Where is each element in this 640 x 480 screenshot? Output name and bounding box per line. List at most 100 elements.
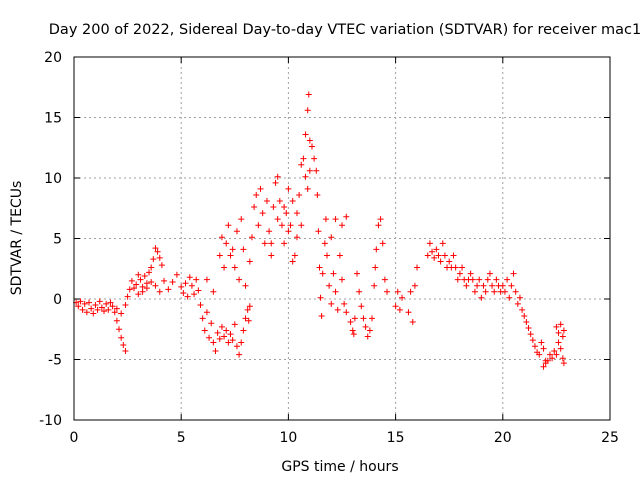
data-point	[278, 222, 285, 229]
data-point	[381, 276, 388, 283]
data-point	[452, 264, 459, 271]
data-point	[293, 210, 300, 217]
data-point	[304, 185, 311, 192]
data-point	[429, 248, 436, 255]
data-point	[233, 343, 240, 350]
data-point	[499, 282, 506, 289]
data-point	[259, 210, 266, 217]
data-point	[493, 276, 500, 283]
data-point	[553, 323, 560, 330]
data-point	[188, 282, 195, 289]
data-point	[148, 279, 155, 286]
data-point	[221, 264, 228, 271]
data-point	[216, 335, 223, 342]
data-point	[343, 213, 350, 220]
data-point	[304, 107, 311, 114]
x-tick-label: 20	[494, 430, 512, 446]
data-point	[156, 288, 163, 295]
data-point	[315, 228, 322, 235]
data-point	[199, 315, 206, 322]
data-point	[314, 191, 321, 198]
data-point	[283, 210, 290, 217]
data-point	[362, 323, 369, 330]
data-point	[118, 334, 125, 341]
data-point	[231, 264, 238, 271]
data-point	[133, 281, 140, 288]
data-point	[251, 204, 258, 211]
data-point	[107, 299, 114, 306]
data-point	[516, 294, 523, 301]
data-point	[306, 137, 313, 144]
data-point	[184, 293, 191, 300]
data-point	[399, 294, 406, 301]
chart-title: Day 200 of 2022, Sidereal Day-to-day VTE…	[49, 22, 640, 38]
data-point	[441, 252, 448, 259]
data-point	[246, 258, 253, 265]
data-point	[379, 240, 386, 247]
data-point	[506, 294, 513, 301]
data-point	[77, 298, 84, 305]
data-point	[525, 325, 532, 332]
y-tick-label: 10	[44, 171, 62, 187]
data-point	[560, 327, 567, 334]
data-point	[341, 300, 348, 307]
data-point	[238, 339, 245, 346]
data-point	[152, 245, 159, 252]
data-point	[334, 306, 341, 313]
data-point	[135, 291, 142, 298]
data-point	[405, 309, 412, 316]
data-point	[373, 246, 380, 253]
data-point	[186, 274, 193, 281]
data-point	[313, 167, 320, 174]
data-point	[437, 258, 444, 265]
data-point	[242, 315, 249, 322]
x-tick-label: 0	[70, 430, 79, 446]
data-point	[330, 270, 337, 277]
data-point	[257, 185, 264, 192]
data-point	[549, 355, 556, 362]
data-point	[266, 228, 273, 235]
data-point	[364, 333, 371, 340]
data-point	[476, 276, 483, 283]
data-point	[281, 204, 288, 211]
data-point	[354, 270, 361, 277]
data-point	[392, 303, 399, 310]
data-point	[501, 288, 508, 295]
data-point	[407, 288, 414, 295]
data-point	[471, 288, 478, 295]
data-point	[302, 173, 309, 180]
data-point	[173, 271, 180, 278]
data-point	[245, 317, 252, 324]
data-point	[296, 191, 303, 198]
data-point	[300, 155, 307, 162]
data-point	[263, 197, 270, 204]
data-point	[75, 303, 82, 310]
data-point	[454, 276, 461, 283]
data-point	[409, 318, 416, 325]
data-point	[553, 351, 560, 358]
data-point	[527, 331, 534, 338]
data-point	[225, 222, 232, 229]
data-point	[555, 339, 562, 346]
data-point	[546, 351, 553, 358]
data-point	[203, 309, 210, 316]
data-point	[229, 337, 236, 344]
data-point	[478, 294, 485, 301]
data-point	[349, 327, 356, 334]
data-point	[218, 234, 225, 241]
data-point	[218, 323, 225, 330]
data-point	[328, 234, 335, 241]
data-point	[276, 197, 283, 204]
data-point	[302, 131, 309, 138]
data-point	[414, 264, 421, 271]
data-point	[233, 228, 240, 235]
data-point	[323, 252, 330, 259]
data-point	[253, 191, 260, 198]
data-point	[336, 252, 343, 259]
data-point	[113, 317, 120, 324]
data-point	[161, 277, 168, 284]
data-point	[293, 234, 300, 241]
data-point	[347, 318, 354, 325]
